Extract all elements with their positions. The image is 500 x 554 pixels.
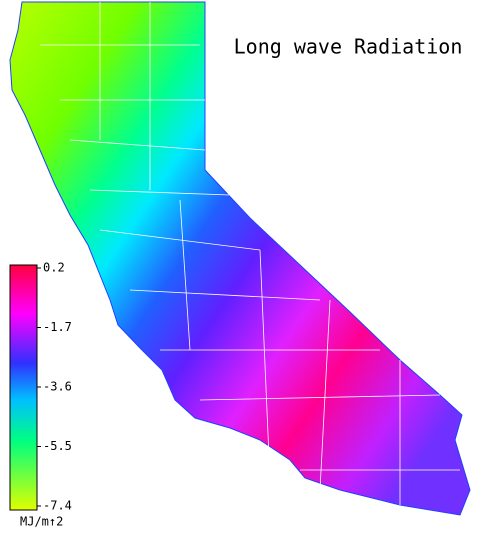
map-title: Long wave Radiation bbox=[234, 35, 463, 59]
colorbar-tick-label: -1.7 bbox=[43, 320, 72, 334]
colorbar-unit: MJ/m↑2 bbox=[20, 515, 63, 529]
colorbar-tick-label: -5.5 bbox=[43, 439, 72, 453]
colorbar-tick-label: -7.4 bbox=[43, 499, 72, 513]
colorbar-tick-label: 0.2 bbox=[43, 261, 65, 275]
county-lines bbox=[40, 2, 460, 505]
colorbar-tick-label: -3.6 bbox=[43, 380, 72, 394]
colorbar bbox=[9, 264, 38, 511]
california-shape bbox=[9, 1, 471, 516]
